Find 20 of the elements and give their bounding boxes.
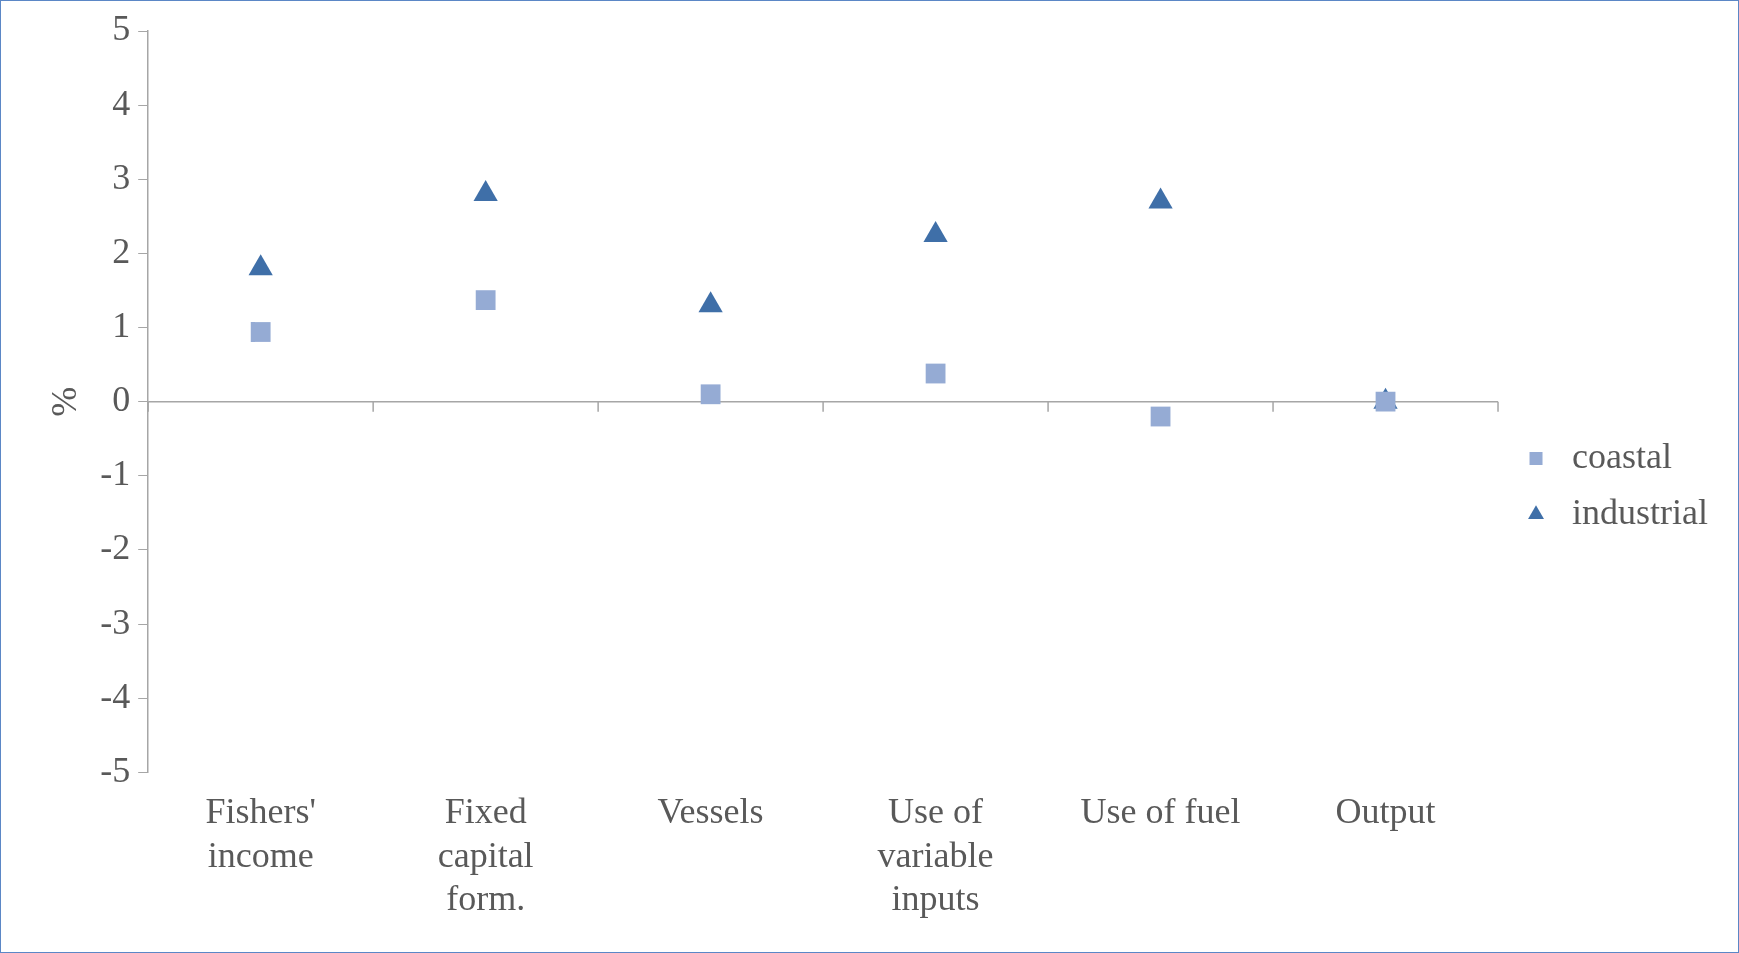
y-tick-label: -4: [100, 675, 131, 716]
y-tick-label: -2: [100, 527, 131, 568]
y-tick-label: 1: [112, 305, 131, 346]
x-tick-label: Use of variable inputs: [877, 791, 994, 918]
x-tick-label: Use of fuel: [1080, 791, 1241, 832]
y-tick-label: -1: [100, 453, 131, 494]
y-tick-label: -5: [100, 749, 131, 790]
y-tick-label: 4: [112, 82, 131, 123]
legend-label: coastal: [1572, 435, 1672, 476]
x-tick-label: Fixed capital form.: [437, 791, 534, 918]
x-tick-label: Output: [1335, 791, 1436, 832]
x-tick-label: Vessels: [657, 791, 764, 832]
y-axis-title: %: [44, 386, 85, 417]
x-tick-label: Fishers' income: [205, 791, 316, 875]
y-tick-label: 0: [112, 379, 131, 420]
y-tick-label: 3: [112, 156, 131, 197]
y-tick-label: -3: [100, 601, 131, 642]
y-tick-label: 2: [112, 230, 131, 271]
y-tick-label: 5: [112, 8, 131, 49]
legend-label: industrial: [1572, 491, 1708, 532]
